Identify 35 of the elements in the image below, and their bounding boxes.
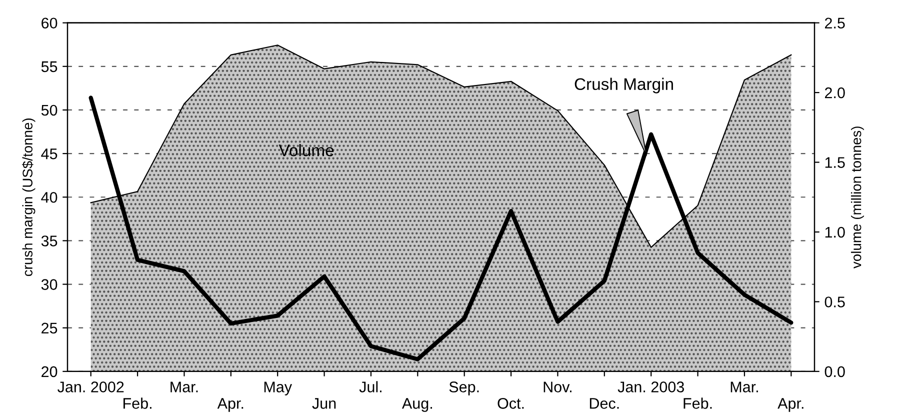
x-tick-label: Feb. [124, 398, 152, 409]
y-tick-label: 30 [41, 279, 58, 290]
y2-tick-label: 1.5 [825, 157, 845, 168]
x-tick-label: Jan. 2002 [58, 382, 124, 392]
y2-tick-label: 0.5 [824, 296, 845, 308]
x-tick-label: Mar. [730, 382, 758, 392]
y2-tick-label: 1.0 [825, 226, 845, 238]
x-tick-label: Jan. 2003 [618, 382, 684, 392]
y-axis-title: crush margin (US$/tonne) [22, 118, 36, 276]
x-tick-label: Jul. [359, 381, 382, 392]
x-tick-label: Aug. [402, 398, 432, 412]
x-tick-label: Mar. [170, 382, 198, 392]
y-tick-label: 45 [41, 148, 58, 160]
text: Crush Margin [574, 78, 673, 94]
y-tick-label: 20 [42, 366, 58, 378]
y-tick-label: 35 [41, 236, 58, 246]
y-tick-label: 55 [41, 61, 58, 72]
x-tick-label: Apr. [778, 398, 804, 412]
y-tick-label: 60 [42, 18, 58, 29]
x-tick-label: Nov. [544, 382, 572, 392]
x-tick-label: May [264, 382, 292, 396]
x-tick-label: Dec. [590, 398, 619, 409]
x-tick-label: Oct. [498, 398, 524, 409]
series-label: Volume [278, 144, 334, 156]
x-tick-label: Sep. [449, 382, 479, 396]
x-tick-label: Apr. [217, 398, 244, 412]
y-tick-label: 40 [41, 192, 58, 203]
y-tick-label: 50 [41, 104, 58, 116]
y2-axis-title: volume (million tonnes) [851, 126, 864, 268]
y-tick-label: 25 [42, 322, 58, 334]
y2-tick-label: 2.0 [824, 87, 845, 98]
y2-tick-label: 2.5 [824, 18, 845, 29]
y2-tick-label: 0.0 [824, 366, 845, 378]
x-tick-label: Jun [312, 398, 336, 409]
x-tick-label: Feb. [684, 398, 712, 409]
